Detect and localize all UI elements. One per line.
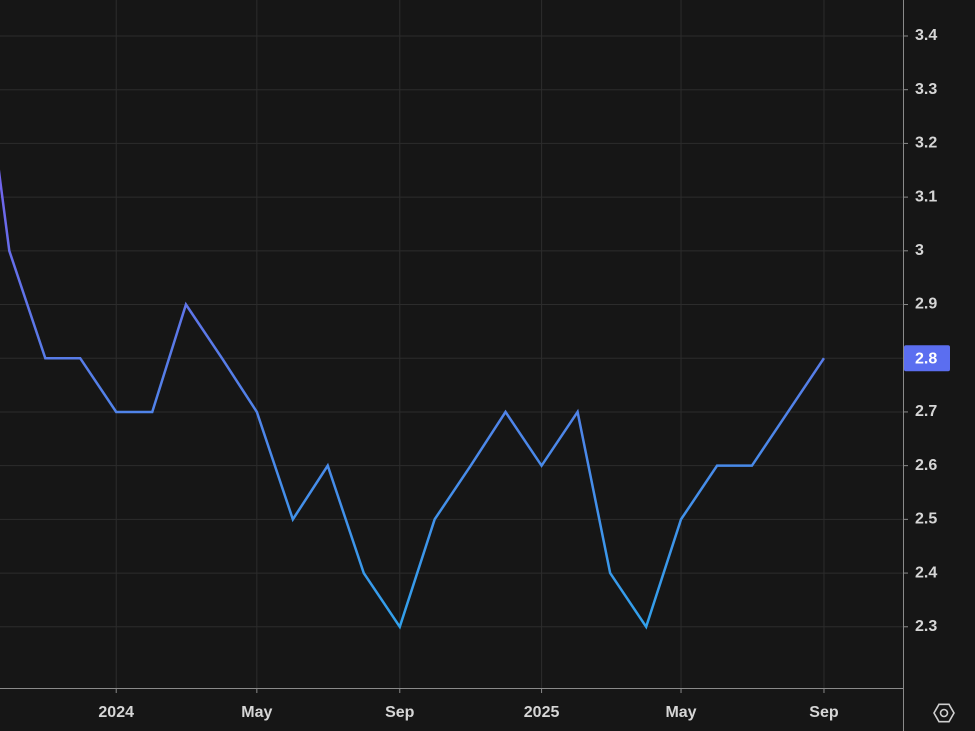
last-value-label: 2.8 bbox=[915, 350, 937, 367]
grid bbox=[0, 0, 908, 693]
line-series bbox=[0, 169, 826, 630]
last-value-badge bbox=[904, 345, 950, 372]
y-tick-label: 3 bbox=[915, 242, 924, 259]
y-tick-label: 3.3 bbox=[915, 81, 937, 98]
settings-icon[interactable] bbox=[933, 703, 955, 723]
y-tick-label: 2.9 bbox=[915, 296, 937, 313]
y-tick-label: 2.4 bbox=[915, 564, 937, 581]
y-tick-label: 2.3 bbox=[915, 618, 937, 635]
y-tick-label: 3.4 bbox=[915, 27, 937, 44]
y-tick-label: 3.1 bbox=[915, 188, 937, 205]
y-tick-label: 2.6 bbox=[915, 457, 937, 474]
x-tick-label: 2024 bbox=[98, 704, 134, 721]
plot bbox=[0, 169, 826, 630]
y-tick-label: 2.5 bbox=[915, 511, 937, 528]
x-tick-label: Sep bbox=[809, 704, 839, 721]
x-tick-label: Sep bbox=[385, 704, 415, 721]
y-tick-label: 2.7 bbox=[915, 403, 937, 420]
x-tick-label: 2025 bbox=[524, 704, 560, 721]
x-tick-label: May bbox=[241, 704, 272, 721]
x-tick-label: May bbox=[665, 704, 696, 721]
y-tick-label: 3.2 bbox=[915, 135, 937, 152]
